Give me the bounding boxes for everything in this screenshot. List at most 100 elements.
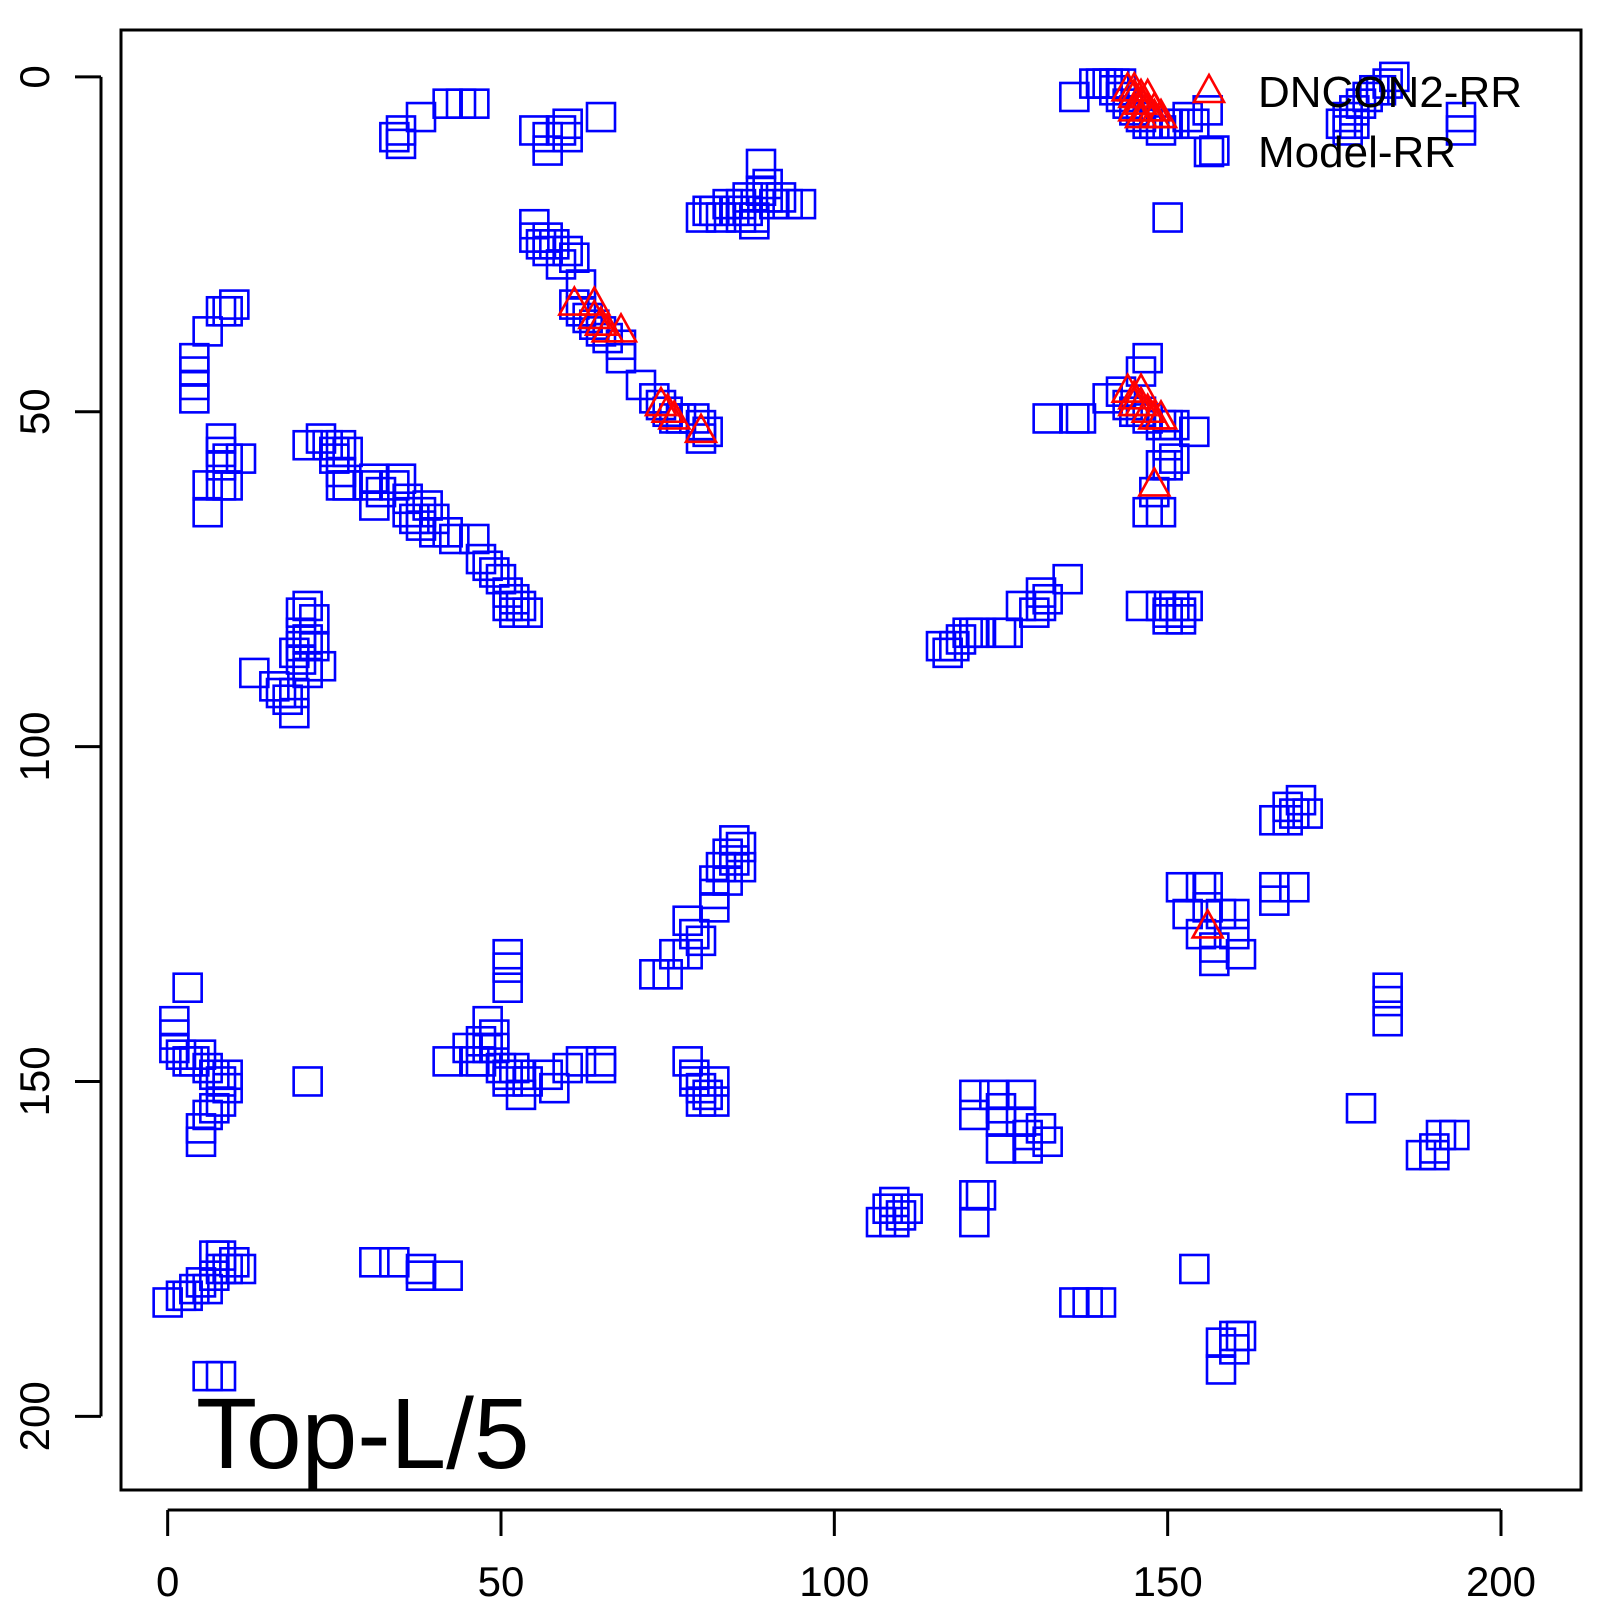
dncon2-rr-point: [1130, 392, 1165, 424]
model-rr-point: [512, 597, 543, 628]
model-rr-point: [1199, 945, 1230, 977]
dncon2-rr-point: [1143, 398, 1179, 430]
model-rr-point: [1445, 115, 1477, 146]
legend-label: Model-RR: [1258, 128, 1456, 177]
model-rr-point: [279, 697, 310, 729]
dncon2-rr-point: [1123, 97, 1159, 129]
y-axis: 0 50 100 150 200: [11, 65, 103, 1451]
dncon2-rr-point: [1143, 97, 1179, 129]
model-rr-point: [1092, 383, 1123, 414]
model-rr-point: [292, 1066, 323, 1097]
dncon2-rr-point: [577, 298, 612, 330]
dncon2-rr-point: [583, 305, 619, 336]
model-rr-point: [1185, 871, 1217, 903]
dncon2-rr-point: [643, 385, 679, 417]
model-rr-point: [679, 918, 710, 950]
model-rr-point: [1165, 871, 1197, 903]
x-tick-label: 50: [478, 1558, 525, 1600]
model-rr-point: [1179, 1253, 1210, 1285]
dncon2-rr-point: [1123, 83, 1159, 115]
y-tick-label: 100: [11, 712, 58, 782]
model-rr-point: [479, 1019, 510, 1050]
model-rr-point: [212, 295, 243, 327]
model-rr-point: [505, 1079, 537, 1111]
model-rr-point: [1259, 804, 1290, 836]
model-rr-point: [1379, 61, 1410, 93]
model-rr-point: [865, 1206, 897, 1238]
model-rr-point: [659, 938, 690, 970]
model-rr-point: [359, 490, 390, 521]
model-rr-point: [439, 523, 470, 555]
model-rr-point: [1165, 604, 1197, 635]
model-rr-point: [1025, 577, 1057, 608]
model-rr-point: [959, 1180, 990, 1211]
model-rr-point: [985, 617, 1017, 649]
dncon2-rr-point: [1123, 371, 1159, 403]
dncon2-rr-point: [657, 398, 692, 430]
model-rr-point: [1332, 115, 1363, 146]
model-rr-point: [432, 1260, 463, 1291]
model-rr-point: [585, 101, 617, 133]
model-rr-point: [212, 470, 243, 501]
model-rr-point: [379, 1246, 410, 1278]
model-rr-point: [205, 1240, 237, 1271]
model-rr-point: [959, 1206, 990, 1238]
legend-square-icon: [1193, 136, 1225, 168]
series-model-rr: [152, 61, 1477, 1392]
dncon2-rr-point: [650, 392, 685, 424]
dncon2-rr-point: [1117, 378, 1152, 410]
y-tick-label: 150: [11, 1046, 58, 1116]
y-tick-label: 200: [11, 1381, 58, 1451]
legend: DNCON2-RR Model-RR: [1191, 68, 1522, 177]
model-rr-point: [1139, 476, 1170, 508]
model-rr-point: [1132, 342, 1163, 374]
model-rr-point: [385, 128, 417, 160]
dncon2-rr-point: [683, 412, 719, 444]
model-rr-point: [379, 121, 410, 153]
model-rr-point: [1225, 938, 1257, 970]
model-rr-point: [985, 1133, 1017, 1164]
legend-triangle-icon: [1191, 72, 1227, 104]
model-rr-point: [459, 88, 490, 119]
series-dncon2-rr: [557, 70, 1225, 939]
model-rr-point: [385, 463, 417, 495]
y-tick-label: 50: [11, 388, 58, 435]
model-rr-point: [192, 496, 223, 528]
model-rr-point: [965, 617, 997, 649]
model-rr-point: [1292, 798, 1323, 829]
model-rr-point: [785, 188, 817, 220]
model-rr-point: [185, 1126, 217, 1158]
model-rr-point: [545, 115, 577, 146]
model-rr-point: [1065, 403, 1097, 434]
model-rr-point: [959, 1079, 990, 1111]
dncon2-rr-point: [1137, 465, 1172, 497]
model-rr-point: [1032, 403, 1063, 434]
model-rr-point: [1145, 496, 1177, 528]
model-rr-point: [965, 1180, 997, 1211]
model-rr-point: [739, 208, 770, 240]
model-rr-point: [565, 1046, 597, 1077]
model-rr-point: [1372, 985, 1403, 1017]
x-tick-label: 200: [1466, 1558, 1536, 1600]
legend-item-dncon2-rr: DNCON2-RR: [1191, 68, 1522, 117]
model-rr-point: [692, 416, 723, 448]
plot-frame: [119, 28, 1583, 1492]
model-rr-point: [1219, 898, 1250, 930]
model-rr-point: [1192, 95, 1223, 126]
dncon2-rr-point: [603, 311, 639, 343]
dncon2-rr-point: [577, 284, 612, 316]
model-rr-point: [505, 590, 537, 622]
x-axis: 0 50 100 150 200: [156, 1508, 1536, 1600]
model-rr-point: [332, 470, 363, 501]
x-tick-label: 100: [799, 1558, 869, 1600]
x-tick-label: 150: [1133, 1558, 1203, 1600]
model-rr-point: [1085, 1287, 1117, 1318]
model-rr-point: [492, 972, 523, 1004]
model-rr-point: [1179, 416, 1210, 448]
model-rr-point: [405, 1253, 437, 1285]
model-rr-point: [1052, 563, 1083, 595]
model-rr-point: [585, 1052, 617, 1084]
model-rr-point: [1019, 597, 1050, 628]
model-rr-point: [1012, 1133, 1043, 1164]
